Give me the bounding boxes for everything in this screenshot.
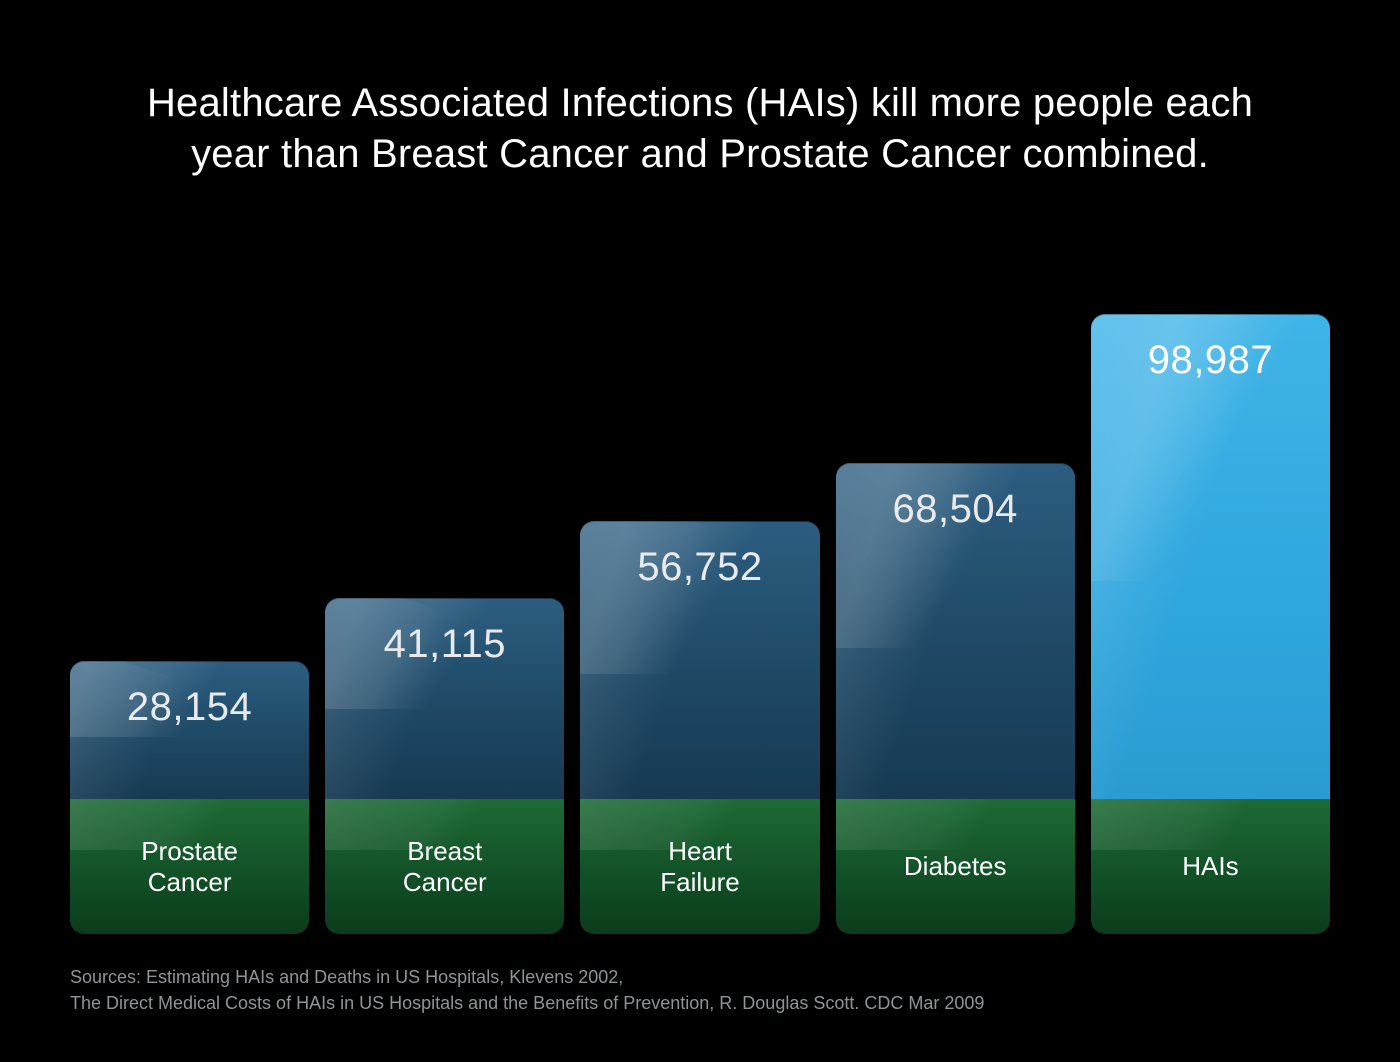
bar-top: 68,504	[836, 463, 1075, 799]
stage: Healthcare Associated Infections (HAIs) …	[0, 0, 1400, 1062]
bar-chart: 28,154 ProstateCancer 41,115 BreastCancer 56…	[70, 314, 1330, 934]
inner-frame: Healthcare Associated Infections (HAIs) …	[70, 0, 1330, 1062]
bar-group: 68,504 Diabetes	[836, 314, 1075, 934]
bar-top: 98,987	[1091, 314, 1330, 799]
bar-value: 28,154	[70, 685, 309, 730]
bar-label: HAIs	[1174, 851, 1246, 882]
bar-value: 98,987	[1091, 338, 1330, 383]
bar-base: ProstateCancer	[70, 799, 309, 934]
bar-base: Diabetes	[836, 799, 1075, 934]
bar-group: 41,115 BreastCancer	[325, 314, 564, 934]
bar-base: HAIs	[1091, 799, 1330, 934]
bar-group: 56,752 HeartFailure	[580, 314, 819, 934]
source-line-2: The Direct Medical Costs of HAIs in US H…	[70, 990, 984, 1016]
bar-base: BreastCancer	[325, 799, 564, 934]
bar-top: 28,154	[70, 661, 309, 799]
bar-value: 41,115	[325, 622, 564, 667]
bar-value: 68,504	[836, 487, 1075, 532]
bar-value: 56,752	[580, 545, 819, 590]
chart-title: Healthcare Associated Infections (HAIs) …	[70, 78, 1330, 180]
bar-label: ProstateCancer	[133, 836, 246, 897]
bar-label: HeartFailure	[652, 836, 747, 897]
bar-top: 56,752	[580, 521, 819, 799]
bar-label: Diabetes	[896, 851, 1015, 882]
source-line-1: Sources: Estimating HAIs and Deaths in U…	[70, 964, 984, 990]
sources-block: Sources: Estimating HAIs and Deaths in U…	[70, 964, 984, 1016]
bar-group: 28,154 ProstateCancer	[70, 314, 309, 934]
bar-base: HeartFailure	[580, 799, 819, 934]
bar-group: 98,987 HAIs	[1091, 314, 1330, 934]
bar-label: BreastCancer	[395, 836, 495, 897]
bar-top: 41,115	[325, 598, 564, 799]
